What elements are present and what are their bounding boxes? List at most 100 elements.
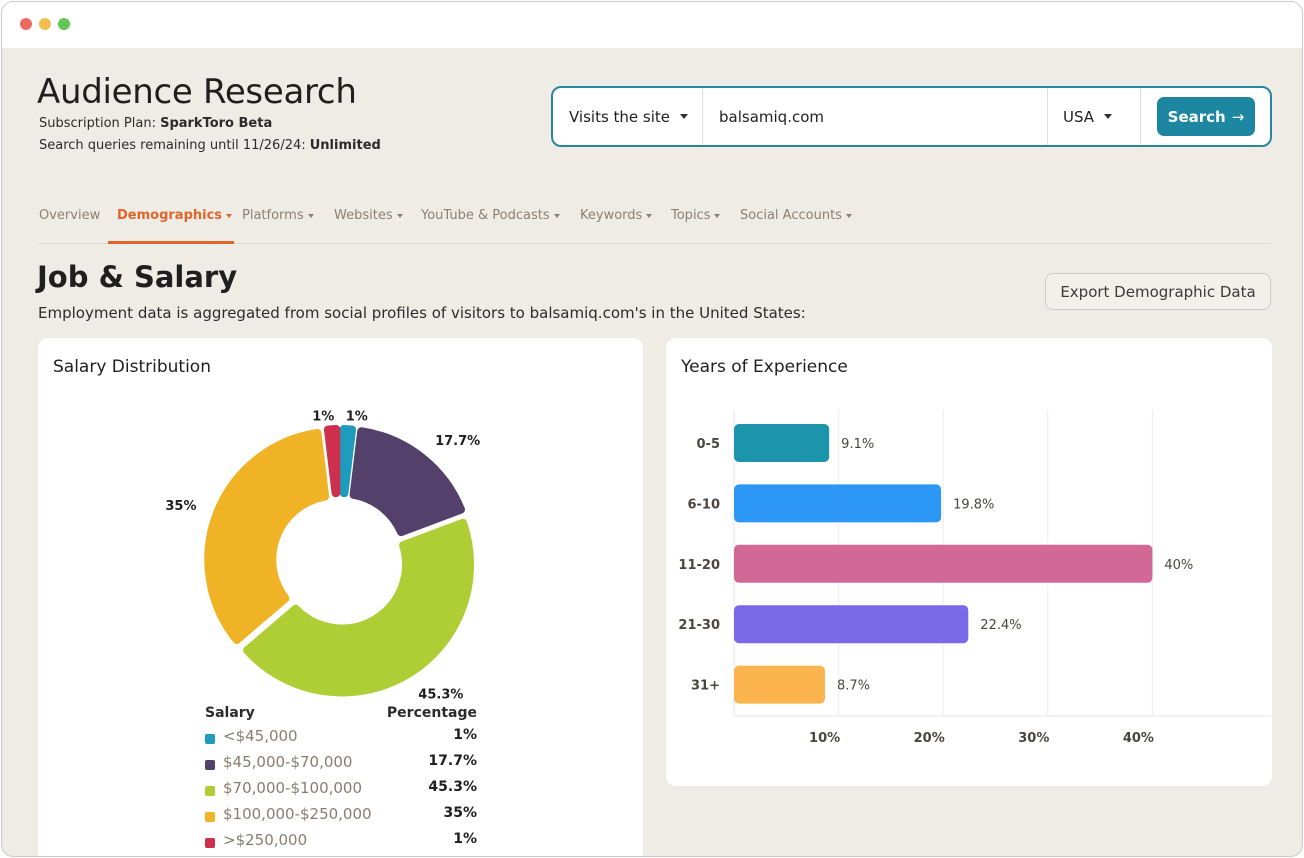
active-tab-indicator xyxy=(108,241,234,244)
salary-legend: Salary Percentage <$45,000 1% $45,000-$70,… xyxy=(205,705,477,856)
chevron-down-icon xyxy=(396,213,403,218)
tab-label: Topics xyxy=(671,208,711,223)
donut-label-250-000: 1% xyxy=(312,409,334,424)
close-window-button[interactable] xyxy=(20,18,32,30)
legend-header-percentage: Percentage xyxy=(386,705,477,721)
tab-label: Keywords xyxy=(580,208,643,223)
legend-swatch xyxy=(205,734,215,744)
experience-card-title: Years of Experience xyxy=(681,357,848,377)
bar-11-20 xyxy=(734,544,1153,583)
tab-websites[interactable]: Websites xyxy=(334,208,403,223)
search-button[interactable]: Search → xyxy=(1157,97,1255,136)
chevron-down-icon xyxy=(714,213,721,218)
plan-value: SparkToro Beta xyxy=(160,116,273,131)
legend-swatch xyxy=(205,812,215,822)
tab-label: Overview xyxy=(39,208,101,223)
window-titlebar xyxy=(2,2,1302,48)
tab-label: Demographics xyxy=(117,208,223,223)
legend-swatch xyxy=(205,760,215,770)
bar-31 xyxy=(734,665,826,704)
tab-label: Platforms xyxy=(242,208,304,223)
legend-header-salary: Salary xyxy=(205,705,255,721)
queries-remaining: Search queries remaining until 11/26/24:… xyxy=(39,138,381,153)
legend-swatch xyxy=(205,838,215,848)
legend-percentage: 45.3% xyxy=(428,779,477,795)
y-category-label: 21-30 xyxy=(678,618,720,633)
bar-6-10 xyxy=(734,484,942,523)
legend-row: $70,000-$100,000 45.3% xyxy=(205,779,477,805)
export-data-button[interactable]: Export Demographic Data xyxy=(1045,273,1271,310)
tab-platforms[interactable]: Platforms xyxy=(242,208,314,223)
tab-bar: Overview Demographics Platforms Websites… xyxy=(38,198,1271,244)
legend-row: <$45,000 1% xyxy=(205,727,477,753)
search-input[interactable]: balsamiq.com xyxy=(719,107,824,126)
donut-slice-100-000-250-000 xyxy=(204,428,330,645)
bar-value-label: 9.1% xyxy=(841,437,874,452)
legend-swatch xyxy=(205,786,215,796)
donut-label-70-000-100-000: 45.3% xyxy=(418,688,463,703)
chevron-down-icon xyxy=(646,213,653,218)
tab-overview[interactable]: Overview xyxy=(39,208,100,223)
legend-header: Salary Percentage xyxy=(205,705,477,727)
tab-keywords[interactable]: Keywords xyxy=(580,208,653,223)
tab-label: YouTube & Podcasts xyxy=(421,208,550,223)
legend-salary-label: $70,000-$100,000 xyxy=(223,779,363,797)
search-mode-label: Visits the site xyxy=(569,107,671,126)
section-description: Employment data is aggregated from socia… xyxy=(38,304,806,322)
subscription-plan: Subscription Plan: SparkToro Beta xyxy=(39,116,272,131)
plan-label: Subscription Plan: xyxy=(39,116,161,131)
salary-donut-chart: 1% 17.7% 45.3% 35% 1% xyxy=(165,409,480,703)
legend-row: $45,000-$70,000 17.7% xyxy=(205,753,477,779)
divider xyxy=(1047,88,1048,145)
donut-slice-45-000 xyxy=(339,425,357,498)
legend-percentage: 1% xyxy=(453,727,477,743)
chevron-down-icon xyxy=(845,213,852,218)
country-dropdown[interactable]: USA xyxy=(1063,88,1113,145)
divider xyxy=(1140,88,1141,145)
salary-distribution-card: Salary Distribution 1% 17.7% 45.3% 35% 1% Sa… xyxy=(38,338,643,856)
donut-slice-45-000-70-000 xyxy=(349,427,466,537)
x-tick-label: 40% xyxy=(1123,731,1154,746)
tab-topics[interactable]: Topics xyxy=(671,208,721,223)
y-category-label: 11-20 xyxy=(678,558,720,573)
chevron-down-icon xyxy=(226,213,233,218)
legend-row: >$250,000 1% xyxy=(205,831,477,856)
donut-label-45-000-70-000: 17.7% xyxy=(435,434,480,449)
tab-label: Websites xyxy=(334,208,393,223)
bar-value-label: 8.7% xyxy=(837,679,870,694)
donut-slice-70-000-100-000 xyxy=(243,518,474,697)
zoom-window-button[interactable] xyxy=(58,18,70,30)
queries-label: Search queries remaining until 11/26/24: xyxy=(39,138,310,153)
x-tick-label: 20% xyxy=(914,731,945,746)
y-category-label: 0-5 xyxy=(697,437,721,452)
tab-demographics[interactable]: Demographics xyxy=(117,208,233,223)
arrow-right-icon: → xyxy=(1231,107,1245,126)
bar-value-label: 40% xyxy=(1164,558,1193,573)
search-mode-dropdown[interactable]: Visits the site xyxy=(569,88,689,145)
country-label: USA xyxy=(1063,107,1095,126)
tab-youtube-podcasts[interactable]: YouTube & Podcasts xyxy=(421,208,560,223)
chevron-down-icon xyxy=(1104,114,1113,119)
legend-row: $100,000-$250,000 35% xyxy=(205,805,477,831)
bar-value-label: 22.4% xyxy=(980,618,1021,633)
bar-0-5 xyxy=(734,424,830,462)
salary-card-title: Salary Distribution xyxy=(53,357,211,377)
legend-percentage: 35% xyxy=(443,805,477,821)
bar-21-30 xyxy=(734,605,969,644)
legend-percentage: 17.7% xyxy=(428,753,477,769)
legend-percentage: 1% xyxy=(453,831,477,847)
legend-salary-label: $45,000-$70,000 xyxy=(223,753,353,771)
y-category-label: 6-10 xyxy=(687,497,720,512)
legend-salary-label: $100,000-$250,000 xyxy=(223,805,372,823)
search-bar: Visits the site balsamiq.com USA Search → xyxy=(551,86,1272,147)
x-tick-label: 10% xyxy=(809,731,840,746)
section-title: Job & Salary xyxy=(37,260,238,294)
donut-label-100-000-250-000: 35% xyxy=(165,499,196,514)
minimize-window-button[interactable] xyxy=(39,18,51,30)
bar-value-label: 19.8% xyxy=(953,497,994,512)
tab-social-accounts[interactable]: Social Accounts xyxy=(740,208,852,223)
chevron-down-icon xyxy=(553,213,560,218)
donut-slice-250-000 xyxy=(323,425,341,498)
legend-salary-label: <$45,000 xyxy=(223,727,298,745)
